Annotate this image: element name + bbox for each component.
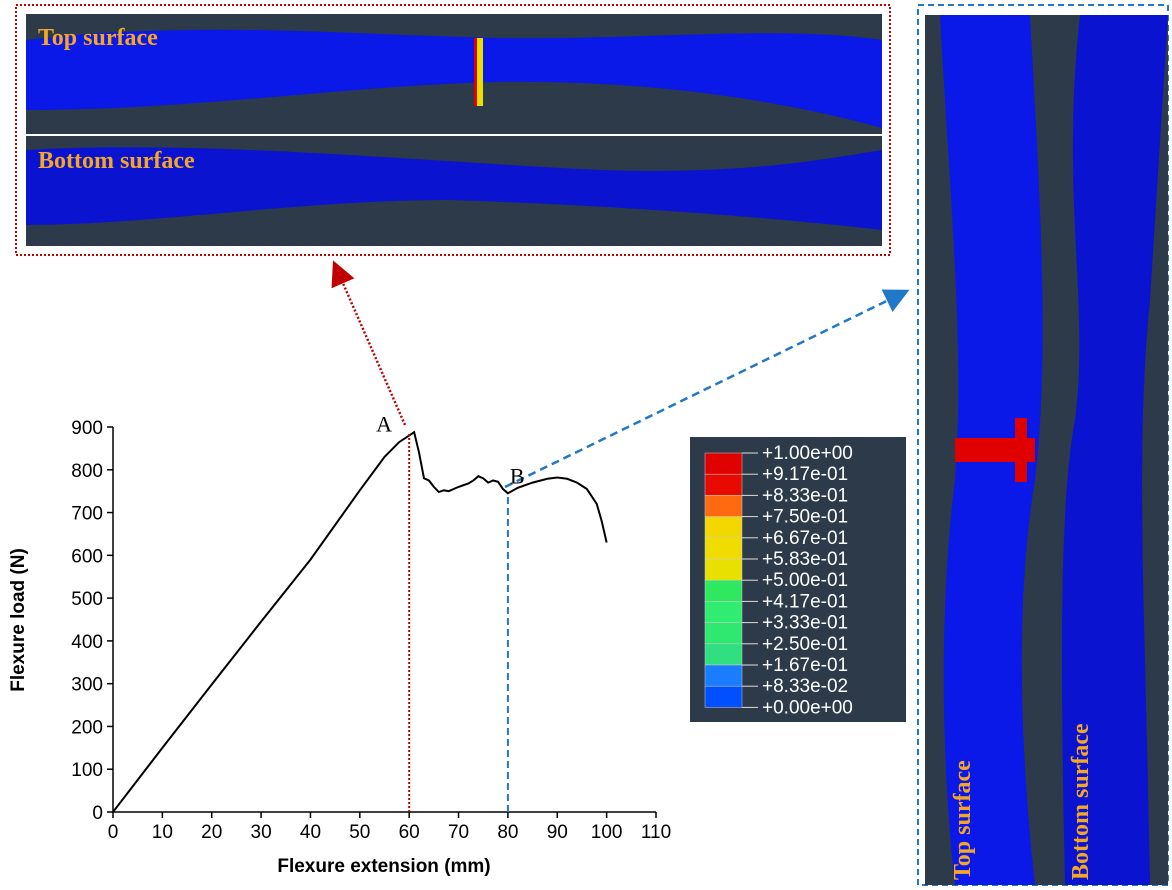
y-tick-label: 600	[71, 546, 103, 567]
horizontal-view: Top surface Bottom surface	[16, 5, 890, 255]
x-tick-label: 0	[108, 822, 119, 843]
x-tick-label: 110	[641, 822, 671, 843]
colorbar-swatch	[705, 686, 742, 707]
y-tick-label: 200	[71, 717, 103, 738]
vertical-view: Top surface Bottom surface	[918, 5, 1168, 885]
colorbar-swatch	[705, 453, 742, 474]
colorbar-swatch	[705, 517, 742, 538]
colorbar-label: +7.50e-01	[762, 507, 848, 528]
figure: Top surface Bottom surface Top surface B…	[0, 0, 1172, 890]
colorbar-label: +5.83e-01	[762, 549, 848, 570]
y-tick-label: 800	[71, 461, 103, 482]
y-axis-label: Flexure load (N)	[8, 548, 29, 692]
colorbar-label: +5.00e-01	[762, 570, 848, 591]
x-tick-label: 40	[300, 822, 321, 843]
colorbar-label: +4.17e-01	[762, 591, 848, 612]
x-tick-label: 90	[547, 822, 568, 843]
colorbar-label: +6.67e-01	[762, 528, 848, 549]
marker-label: B	[510, 463, 525, 488]
x-tick-label: 50	[349, 822, 370, 843]
x-tick-label: 100	[591, 822, 623, 843]
x-tick-label: 60	[399, 822, 420, 843]
x-axis-label: Flexure extension (mm)	[277, 856, 490, 877]
colorbar-swatch	[705, 665, 742, 686]
x-tick-label: 70	[448, 822, 469, 843]
colorbar-swatch	[705, 538, 742, 559]
arrow	[335, 265, 405, 425]
y-tick-label: 300	[71, 675, 103, 696]
colorbar-label: +9.17e-01	[762, 464, 848, 485]
colorbar-swatch	[705, 601, 742, 622]
view-label: Bottom surface	[1068, 723, 1094, 880]
view-label: Bottom surface	[38, 148, 195, 174]
colorbar-label: +1.67e-01	[762, 655, 848, 676]
colorbar-label: +8.33e-02	[762, 676, 848, 697]
y-tick-label: 900	[71, 418, 103, 439]
colorbar-swatch	[705, 644, 742, 665]
colorbar-swatch	[705, 580, 742, 601]
view-label: Top surface	[950, 760, 976, 880]
colorbar-swatch	[705, 495, 742, 516]
view-label: Top surface	[38, 25, 158, 51]
x-tick-label: 20	[201, 822, 222, 843]
colorbar-label: +1.00e+00	[762, 443, 853, 464]
colorbar-swatch	[705, 474, 742, 495]
y-tick-label: 0	[92, 803, 103, 824]
line	[113, 432, 607, 812]
y-tick-label: 400	[71, 632, 103, 653]
x-tick-label: 10	[152, 822, 173, 843]
y-tick-label: 100	[71, 760, 103, 781]
marker-label: A	[376, 411, 392, 436]
x-tick-label: 80	[497, 822, 518, 843]
colorbar-label: +0.00e+00	[762, 697, 853, 718]
y-tick-label: 700	[71, 504, 103, 525]
colorbar-label: +2.50e-01	[762, 634, 848, 655]
colorbar-label: +3.33e-01	[762, 613, 848, 634]
colorbar-swatch	[705, 559, 742, 580]
colorbar-swatch	[705, 623, 742, 644]
x-tick-label: 30	[251, 822, 272, 843]
colorbar-label: +8.33e-01	[762, 485, 848, 506]
y-tick-label: 500	[71, 589, 103, 610]
